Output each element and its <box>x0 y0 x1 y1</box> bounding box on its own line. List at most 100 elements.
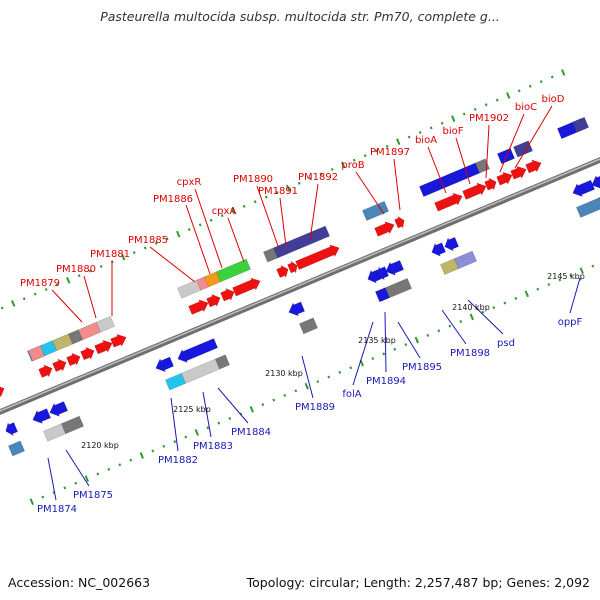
label-rev-PM1882-leader <box>170 397 179 452</box>
topology-text: Topology: circular; Length: 2,257,487 bp… <box>246 575 590 590</box>
gene-fwd-arrow <box>374 221 395 237</box>
tick-dot <box>495 98 499 102</box>
tick-dot <box>184 435 188 439</box>
tick-dot <box>165 237 169 241</box>
tick-dot <box>418 130 422 134</box>
tick-dot <box>382 352 386 356</box>
tick-dot <box>473 107 477 111</box>
tick-dot-tracks <box>0 69 595 506</box>
label-rev-PM1889-leader <box>301 355 314 399</box>
label-fwd-PM1902-leader <box>485 124 490 179</box>
gene-rev-outer <box>385 278 412 299</box>
tick-dot <box>363 154 367 158</box>
tick-dot <box>194 429 199 436</box>
scale-tick-label: 2130 kbp <box>265 369 303 378</box>
tick-dot <box>385 144 389 148</box>
tick-dot <box>121 253 126 261</box>
gene-fwd-outer <box>419 173 454 197</box>
gene-fwd-outer <box>497 147 515 165</box>
tick-dot <box>414 336 419 344</box>
label-fwd-bioD: bioD <box>542 94 565 105</box>
tick-dot <box>330 167 334 171</box>
tick-dot <box>33 292 37 296</box>
tick-dot <box>107 467 111 471</box>
label-fwd-bioF-leader <box>455 137 471 185</box>
gene-fwd-arrow <box>232 277 261 297</box>
tick-dot <box>396 138 401 146</box>
label-rev-PM1883-leader <box>202 391 212 438</box>
tick-dot <box>74 481 78 485</box>
label-fwd-bioC-leader <box>499 113 525 173</box>
tick-dot <box>481 310 485 314</box>
label-fwd-PM1880-leader <box>83 275 97 319</box>
gene-fwd-arrow <box>462 182 487 200</box>
gene-fwd-arrow <box>287 260 298 274</box>
label-rev-folA: folA <box>342 389 361 400</box>
tick-dot <box>96 472 100 476</box>
tick-dot <box>440 121 444 125</box>
tick-dot <box>283 393 287 397</box>
label-rev-psd: psd <box>497 338 515 349</box>
tick-dot <box>187 227 191 231</box>
tick-dot <box>11 300 16 307</box>
scale-tick-label: 2135 kbp <box>358 336 396 345</box>
tick-dot <box>591 264 595 268</box>
tick-dot <box>437 329 441 333</box>
label-rev-PM1874: PM1874 <box>37 504 77 515</box>
tick-dot <box>275 191 279 195</box>
tick-dot <box>528 84 532 88</box>
tick-dot <box>341 161 346 169</box>
tick-dot <box>579 267 584 275</box>
tick-dot <box>143 246 147 250</box>
scale-tick-label: 2145 kbp <box>547 272 585 281</box>
label-fwd-PM1890: PM1890 <box>233 174 273 185</box>
tick-dot <box>44 288 48 292</box>
tick-dot <box>451 115 456 122</box>
label-fwd-bioA: bioA <box>415 135 437 146</box>
tick-dot <box>66 276 71 284</box>
tick-dot <box>173 440 177 444</box>
gene-fwd-outer <box>362 200 389 221</box>
tick-dot <box>151 449 155 453</box>
gene-rev-outer <box>8 440 25 457</box>
label-fwd-cpxA: cpxA <box>212 206 237 217</box>
gene-fwd-outer <box>279 225 330 256</box>
label-fwd-PM1892: PM1892 <box>298 172 338 183</box>
tick-dot <box>404 343 408 347</box>
tick-dot <box>286 184 291 192</box>
gene-rev-arrow <box>591 175 600 189</box>
tick-dot <box>407 135 411 139</box>
tick-dot <box>84 475 89 482</box>
tick-dot <box>338 370 342 374</box>
label-rev-PM1894: PM1894 <box>366 376 406 387</box>
tick-dot <box>22 297 26 301</box>
tick-dot <box>176 230 181 238</box>
gene-fwd-arrow <box>188 299 209 315</box>
gene-fwd-outer <box>177 279 202 299</box>
label-leader-lines <box>47 105 581 501</box>
label-rev-psd-leader <box>467 299 504 335</box>
gene-fwd-outer <box>572 116 589 133</box>
label-fwd-PM1885-leader <box>149 246 196 283</box>
gene-fwd-arrow <box>496 171 513 186</box>
backbone-highlight <box>0 158 600 412</box>
label-rev-oppF: oppF <box>558 317 583 328</box>
tick-dot <box>206 426 210 430</box>
label-fwd-PM1881: PM1881 <box>90 249 130 260</box>
tick-dot <box>63 486 67 490</box>
tick-dot <box>231 207 236 215</box>
tick-dot <box>514 296 518 300</box>
gene-fwd-arrow <box>276 264 289 279</box>
label-fwd-bioC: bioC <box>515 102 537 113</box>
gene-fwd-arrow <box>510 165 527 180</box>
tick-dot <box>503 301 507 305</box>
gene-rev-arrow <box>288 301 306 317</box>
label-fwd-PM1897: PM1897 <box>370 147 410 158</box>
tick-dot <box>55 283 59 287</box>
gene-fwd-arrow <box>484 177 497 191</box>
map-title: Pasteurella multocida subsp. multocida s… <box>100 9 500 24</box>
backbone-line <box>0 157 600 415</box>
gene-rev-arrow <box>177 338 219 363</box>
tick-dot <box>429 126 433 130</box>
tick-dot <box>0 306 4 310</box>
